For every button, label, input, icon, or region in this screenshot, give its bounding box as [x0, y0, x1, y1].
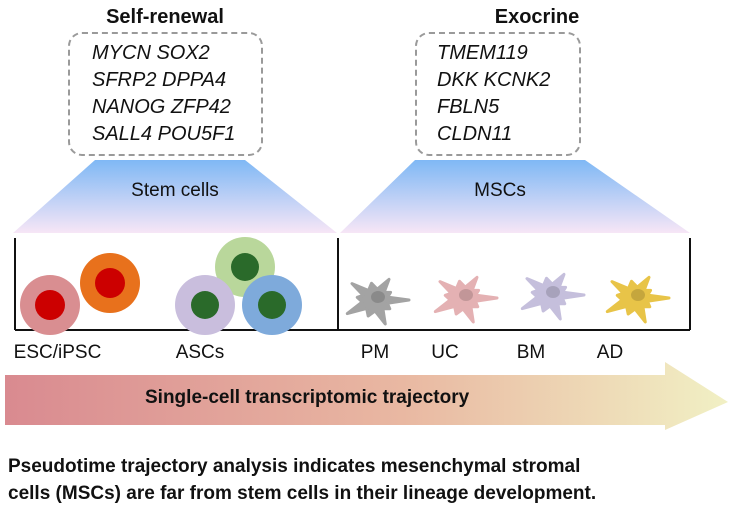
stem-cells-trapezoid [13, 160, 337, 233]
stem-cells-label: Stem cells [131, 180, 219, 201]
asc-lavender-cell [175, 275, 235, 335]
gene-line: SALL4 POU5F1 [92, 123, 236, 145]
pm-msc-nucleus [371, 291, 385, 303]
cell-label-uc: UC [431, 342, 459, 363]
gene-line: SFRP2 DPPA4 [92, 69, 227, 91]
exocrine-title: Exocrine [494, 6, 580, 28]
esc-cell [20, 275, 80, 335]
cell-box [14, 238, 691, 331]
cell-label-ad: AD [596, 342, 624, 363]
diagram-graphics [5, 160, 728, 430]
mscs-trapezoid [340, 160, 690, 233]
summary-line: cells (MSCs) are far from stem cells in … [8, 483, 597, 504]
gene-line: CLDN11 [437, 123, 513, 145]
cell-label-bm: BM [516, 342, 546, 363]
self-renewal-gene-box: MYCN SOX2 SFRP2 DPPA4 NANOG ZFP42 SALL4 … [68, 32, 263, 156]
gene-line: TMEM119 [437, 42, 528, 64]
cell-label-esc-ipsc: ESC/iPSC [13, 342, 102, 363]
gene-line: MYCN SOX2 [92, 42, 210, 64]
trajectory-arrow [5, 362, 728, 430]
gene-line: FBLN5 [437, 96, 500, 118]
self-renewal-title: Self-renewal [106, 6, 224, 28]
arrow-label: Single-cell transcriptomic trajectory [145, 387, 470, 408]
uc-msc-cell [433, 275, 499, 324]
cell-label-pm: PM [360, 342, 390, 363]
ipsc-cell [80, 253, 140, 313]
gene-line: DKK KCNK2 [437, 69, 551, 91]
exocrine-gene-box: TMEM119 DKK KCNK2 FBLN5 CLDN11 [415, 32, 581, 156]
summary-text: Pseudotime trajectory analysis indicates… [8, 453, 596, 507]
mscs-label: MSCs [474, 180, 526, 201]
bm-msc-nucleus [546, 286, 560, 298]
pm-msc-cell [345, 277, 411, 326]
bm-msc-cell [520, 272, 586, 321]
summary-line: Pseudotime trajectory analysis indicates… [8, 456, 581, 477]
cell-label-ascs: ASCs [175, 342, 225, 363]
uc-msc-nucleus [459, 289, 473, 301]
asc-blue-cell [242, 275, 302, 335]
ad-msc-nucleus [631, 289, 645, 301]
ad-msc-cell [605, 275, 671, 324]
gene-line: NANOG ZFP42 [92, 96, 231, 118]
